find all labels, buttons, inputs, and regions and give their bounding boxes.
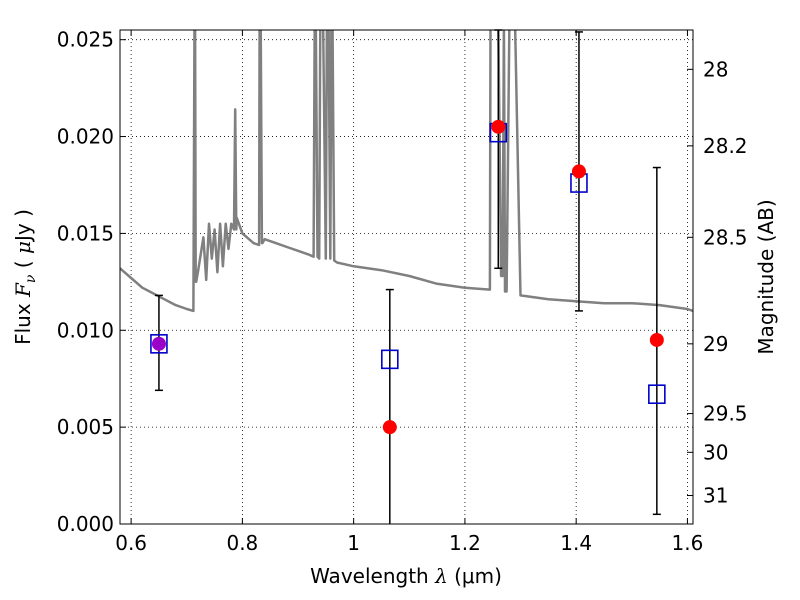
y2-tick-label: 29	[703, 332, 728, 356]
error-bars	[154, 29, 661, 524]
y2-tick-label: 29.5	[703, 402, 748, 426]
y-tick-label: 0.020	[57, 125, 114, 149]
x-tick-label: 1.6	[672, 531, 704, 555]
plot-frame	[119, 29, 694, 525]
observed-point	[649, 332, 664, 347]
x-tick-label: 1.4	[560, 531, 592, 555]
x-tick-label: 1.2	[449, 531, 481, 555]
x-axis-label: Wavelength λ (μm)	[310, 564, 502, 588]
observed-point	[491, 119, 506, 134]
model-photometry-square	[150, 334, 168, 354]
x-tick-label: 0.6	[115, 531, 147, 555]
x-axis-ticks: 0.6 0.8 1 1.2 1.4 1.6	[115, 30, 703, 555]
x-tick-label: 1	[347, 531, 360, 555]
y-axis-label: Flux Fν ( μJy )	[11, 209, 39, 345]
model-sed-line	[120, 30, 693, 313]
model-photometry-square	[648, 384, 666, 405]
observed-series	[151, 119, 664, 435]
model-photometry-series	[150, 122, 666, 405]
y2-tick-label: 28.5	[703, 225, 748, 249]
y-tick-label: 0.005	[57, 415, 114, 439]
y2-axis-ticks: 28 28.2 28.5 29 29.5 30 31	[687, 57, 748, 508]
model-photometry-square	[381, 349, 399, 370]
y-tick-label: 0.015	[57, 221, 114, 245]
observed-point	[382, 420, 397, 435]
x-tick-label: 0.8	[226, 531, 258, 555]
y-axis-ticks: 0.000 0.005 0.010 0.015 0.020 0.025	[57, 28, 126, 536]
y2-tick-label: 28	[703, 57, 728, 81]
y2-axis-label: Magnitude (AB)	[754, 199, 778, 354]
y-tick-label: 0.010	[57, 318, 114, 342]
y2-tick-label: 28.2	[703, 134, 748, 158]
observed-point	[571, 164, 586, 179]
y-tick-label: 0.000	[57, 512, 114, 536]
y2-tick-label: 31	[703, 484, 728, 508]
y2-tick-label: 30	[703, 440, 728, 464]
observed-point	[151, 336, 166, 351]
model-sed-series	[120, 30, 693, 313]
y-tick-label: 0.025	[57, 28, 114, 52]
